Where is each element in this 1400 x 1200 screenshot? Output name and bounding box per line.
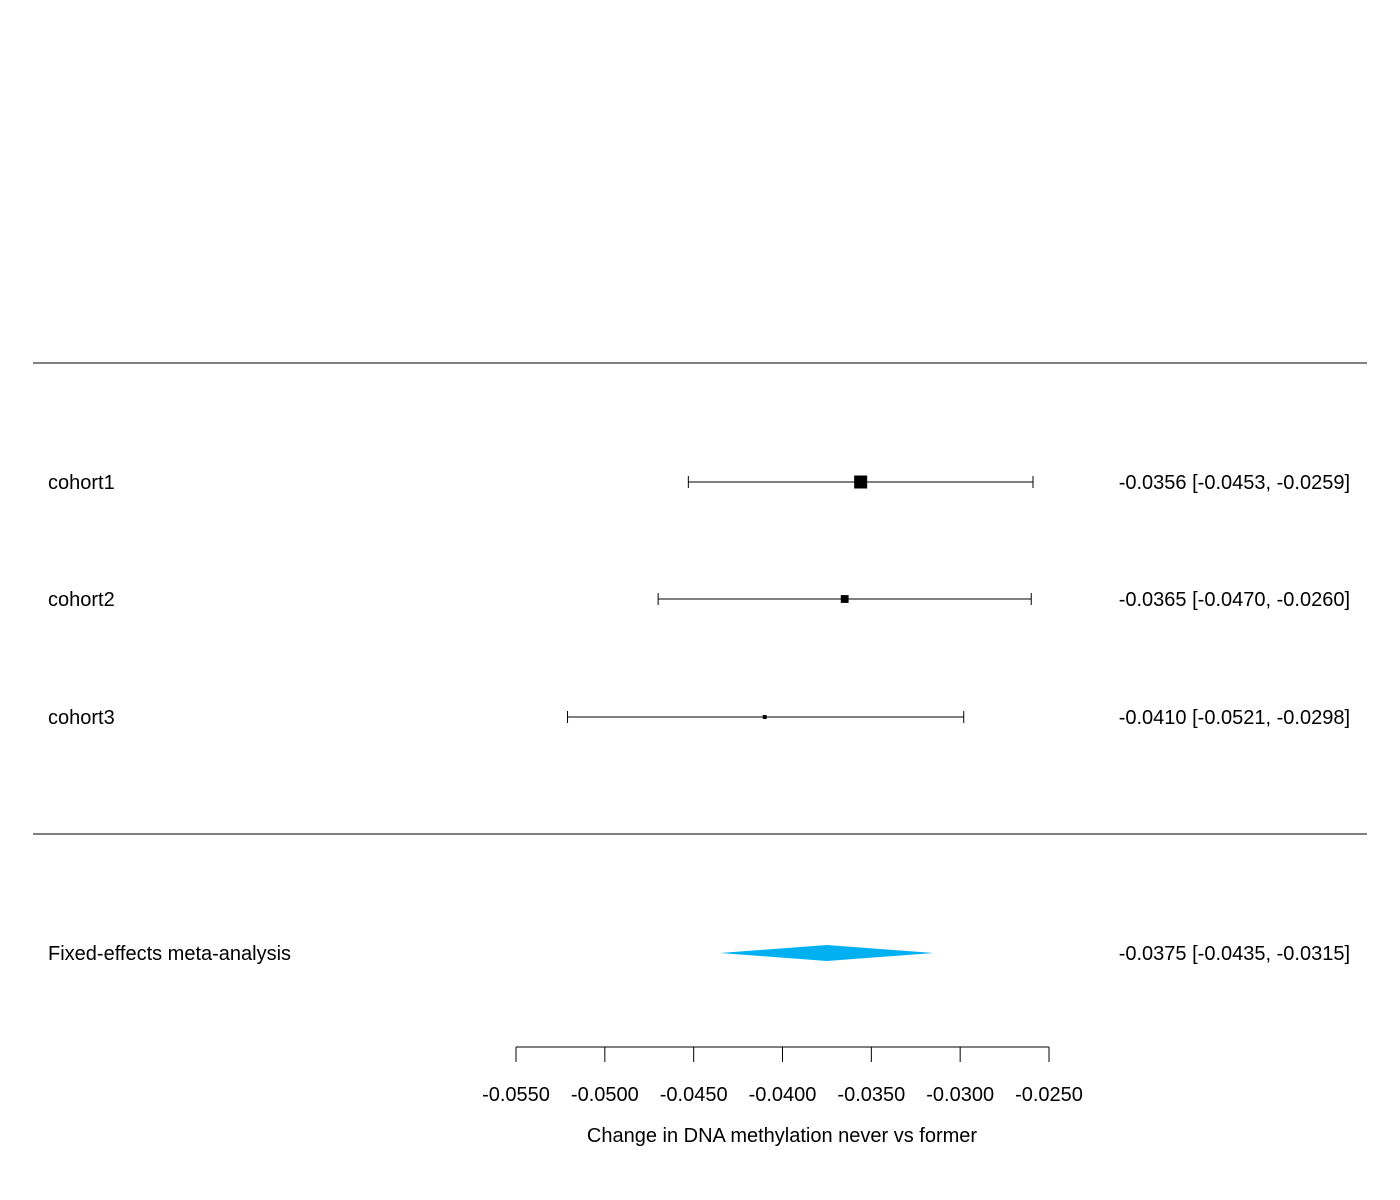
summary-diamond [720,945,934,961]
estimate-ci-text: -0.0410 [-0.0521, -0.0298] [1119,707,1350,729]
study-row: cohort3 -0.0410 [-0.0521, -0.0298] [48,707,1350,729]
study-rows: cohort1 -0.0356 [-0.0453, -0.0259] cohort2… [48,472,1350,729]
point-estimate-square [840,595,849,603]
estimate-ci-text: -0.0365 [-0.0470, -0.0260] [1119,589,1350,611]
estimate-ci-text: -0.0356 [-0.0453, -0.0259] [1119,472,1350,494]
study-label: cohort3 [48,707,115,729]
x-tick-label: -0.0350 [837,1084,905,1106]
x-tick-label: -0.0500 [571,1084,639,1106]
point-estimate-square [762,715,767,719]
x-tick-label: -0.0400 [749,1084,817,1106]
point-estimate-square [854,475,868,489]
study-label: cohort1 [48,472,115,494]
x-tick-label: -0.0450 [660,1084,728,1106]
study-label: cohort2 [48,589,115,611]
x-tick-label: -0.0300 [926,1084,994,1106]
summary-label: Fixed-effects meta-analysis [48,943,291,965]
summary-estimate-text: -0.0375 [-0.0435, -0.0315] [1119,943,1350,965]
x-axis-label: Change in DNA methylation never vs forme… [587,1125,978,1147]
x-tick-label: -0.0550 [482,1084,550,1106]
study-row: cohort2 -0.0365 [-0.0470, -0.0260] [48,589,1350,611]
study-row: cohort1 -0.0356 [-0.0453, -0.0259] [48,472,1350,494]
summary-row: Fixed-effects meta-analysis -0.0375 [-0.0… [48,943,1350,965]
x-axis: -0.0550 -0.0500 -0.0450 -0.0400 -0.0350 -0.03… [482,1046,1083,1106]
x-tick-label: -0.0250 [1015,1084,1083,1106]
